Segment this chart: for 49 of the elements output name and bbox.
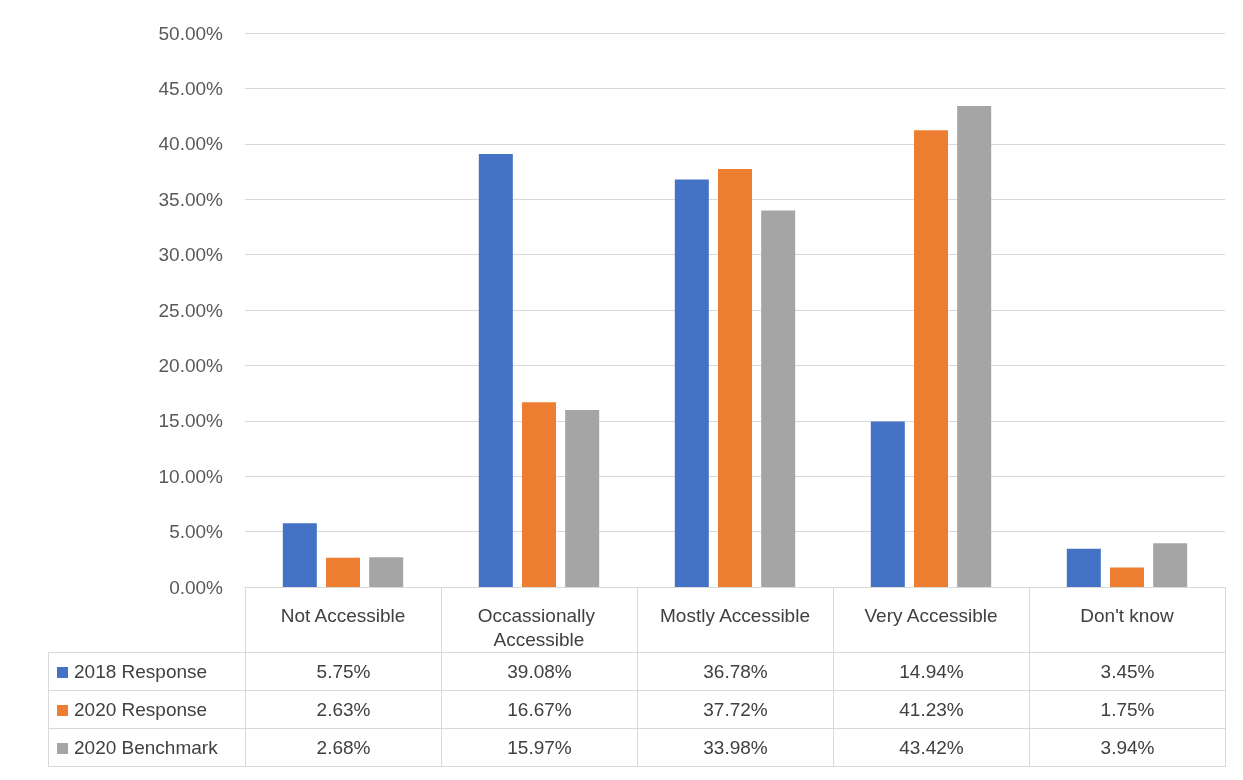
data-label: 39.08% [441,652,638,691]
bar [565,410,600,587]
y-tick-label: 15.00% [158,410,224,432]
bar [718,169,752,587]
y-tick-label: 30.00% [158,244,224,266]
data-label: 2.68% [245,728,442,767]
x-tick-label: Occassionally Accessible [477,604,601,650]
legend-label: 2018 Response [48,652,246,691]
bar [1110,567,1144,587]
data-label: 33.98% [637,728,834,767]
data-label: 37.72% [637,690,834,729]
y-tick-label: 10.00% [158,465,224,487]
data-label: 5.75% [245,652,442,691]
y-tick-label: 45.00% [158,77,224,99]
data-label: 43.42% [833,728,1030,767]
bar [870,421,905,587]
x-tick-label: Not Accessible [280,604,406,626]
bar [761,210,796,587]
y-tick-label: 0.00% [169,576,224,598]
data-label: 36.78% [637,652,834,691]
bar [522,402,556,587]
x-tick-label: Very Accessible [864,604,998,626]
y-tick-label: 35.00% [158,188,224,210]
y-tick-label: 50.00% [158,22,224,44]
bar [478,153,513,587]
bar [326,557,360,587]
bar [369,557,404,587]
x-tick-label: Mostly Accessible [660,604,810,626]
bar [1153,543,1188,587]
bar [1066,548,1101,587]
bar [282,523,317,587]
data-label: 3.45% [1029,652,1226,691]
legend-label: 2020 Response [48,690,246,729]
y-tick-label: 20.00% [158,354,224,376]
data-label: 16.67% [441,690,638,729]
bar [957,105,992,587]
bar [914,130,948,587]
data-label: 14.94% [833,652,1030,691]
x-tick-label: Don't know [1080,604,1174,626]
y-tick-label: 40.00% [158,133,224,155]
y-tick-label: 25.00% [158,299,224,321]
data-label: 41.23% [833,690,1030,729]
data-label: 2.63% [245,690,442,729]
y-tick-label: 5.00% [169,521,224,543]
data-label: 3.94% [1029,728,1226,767]
legend-label: 2020 Benchmark [48,728,246,767]
data-label: 15.97% [441,728,638,767]
bar [674,179,709,587]
data-label: 1.75% [1029,690,1226,729]
